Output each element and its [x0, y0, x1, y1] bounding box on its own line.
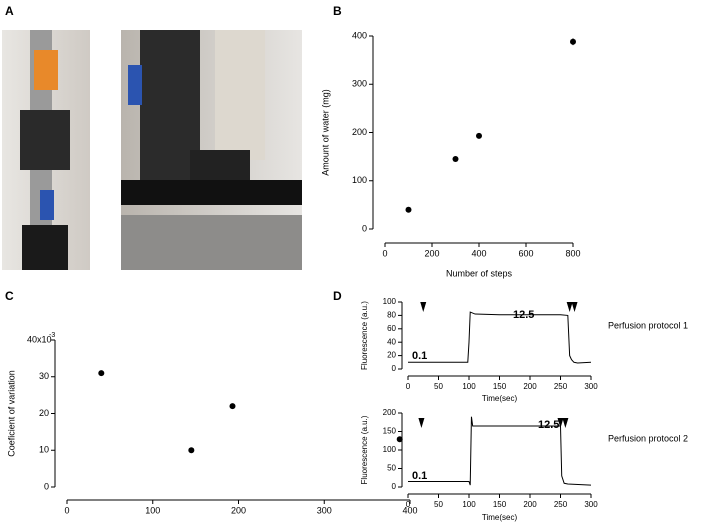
- y-tick-exponent: -3: [49, 332, 55, 339]
- point: [188, 447, 195, 454]
- y-tick-label: 40: [387, 337, 396, 346]
- arrowhead: [420, 302, 427, 312]
- x-tick-label: 50: [434, 500, 443, 509]
- point: [452, 156, 459, 163]
- y-tick-label: 200: [352, 127, 367, 137]
- x-axis-label: Number of steps: [446, 268, 513, 278]
- x-tick-label: 150: [493, 500, 507, 509]
- arrowhead: [566, 302, 573, 312]
- y-tick-label: 100: [352, 175, 367, 185]
- y-axis-label: Coeficient of variation: [6, 370, 16, 457]
- x-tick-label: 250: [554, 382, 568, 391]
- photo-left: [2, 30, 90, 270]
- arrowhead: [418, 418, 425, 428]
- y-tick-label: 80: [387, 311, 396, 320]
- point: [396, 436, 403, 443]
- panel-label: C: [5, 289, 14, 303]
- x-tick-label: 0: [406, 500, 411, 509]
- y-tick-label: 300: [352, 79, 367, 89]
- y-tick-label: 150: [383, 427, 397, 436]
- y-tick-label: 50: [387, 464, 396, 473]
- annotation: 0.1: [412, 350, 427, 362]
- x-tick-label: 50: [434, 382, 443, 391]
- arrowhead: [557, 418, 564, 428]
- x-axis-label: Time(sec): [482, 513, 518, 522]
- y-tick-label: 20: [387, 351, 396, 360]
- x-tick-label: 800: [565, 248, 580, 258]
- x-tick-label: 250: [554, 500, 568, 509]
- x-tick-label: 200: [523, 500, 537, 509]
- y-axis-label: Fluorescence (a.u.): [360, 301, 369, 370]
- annotation: 12.5: [513, 309, 534, 321]
- arrowhead: [562, 418, 569, 428]
- annotation: 12.5: [538, 419, 559, 431]
- y-tick-label: 0: [44, 481, 49, 491]
- point: [405, 206, 412, 213]
- x-tick-label: 100: [145, 505, 160, 515]
- arrowhead: [571, 302, 578, 312]
- line: [408, 416, 592, 486]
- photo-right: [121, 30, 302, 270]
- y-tick-label: 0: [392, 364, 397, 373]
- y-tick-label: 100: [383, 297, 397, 306]
- y-tick-label: 400: [352, 30, 367, 40]
- x-tick-label: 150: [493, 382, 507, 391]
- y-tick-label: 10: [39, 445, 49, 455]
- point: [98, 370, 105, 377]
- side-label: Perfusion protocol 1: [608, 320, 688, 330]
- y-axis-label: Amount of water (mg): [320, 89, 330, 176]
- panel-label: A: [5, 4, 14, 18]
- x-tick-label: 200: [231, 505, 246, 515]
- x-tick-label: 0: [406, 382, 411, 391]
- y-tick-label: 200: [383, 408, 397, 417]
- x-axis-label: Time(sec): [482, 394, 518, 403]
- y-tick-label: 100: [383, 445, 397, 454]
- y-axis-label: Fluorescence (a.u.): [360, 415, 369, 484]
- panel-label: B: [333, 4, 342, 18]
- y-tick-label: 60: [387, 324, 396, 333]
- x-tick-label: 400: [402, 505, 417, 515]
- x-tick-label: 400: [471, 248, 486, 258]
- point: [476, 132, 482, 139]
- y-tick-label: 30: [39, 371, 49, 381]
- x-tick-label: 200: [424, 248, 439, 258]
- x-tick-label: 100: [462, 382, 476, 391]
- x-tick-label: 200: [523, 382, 537, 391]
- point: [229, 403, 236, 410]
- y-tick-label: 40x10: [27, 334, 52, 344]
- point: [570, 38, 576, 45]
- y-tick-label: 0: [362, 223, 367, 233]
- x-tick-label: 300: [317, 505, 332, 515]
- x-tick-label: 0: [382, 248, 387, 258]
- x-tick-label: 600: [518, 248, 533, 258]
- y-tick-label: 0: [392, 482, 397, 491]
- annotation: 0.1: [412, 470, 427, 482]
- x-tick-label: 300: [584, 382, 598, 391]
- x-tick-label: 0: [64, 505, 69, 515]
- x-tick-label: 300: [584, 500, 598, 509]
- side-label: Perfusion protocol 2: [608, 433, 688, 443]
- line: [408, 311, 592, 364]
- x-tick-label: 100: [462, 500, 476, 509]
- panel-label: D: [333, 289, 342, 303]
- y-tick-label: 20: [39, 408, 49, 418]
